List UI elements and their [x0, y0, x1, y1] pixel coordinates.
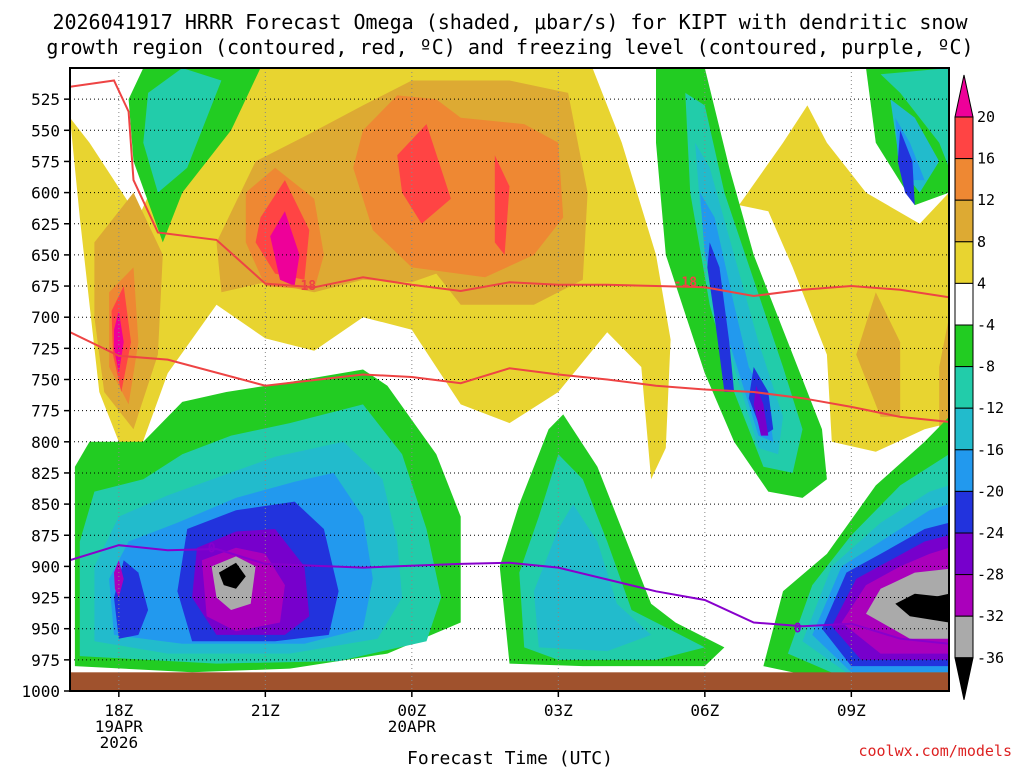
y-tick-label-925: 925 [31, 589, 60, 608]
y-tick-label-825: 825 [31, 464, 60, 483]
y-tick-label-750: 750 [31, 371, 60, 390]
x-tick-label-09Z-0: 09Z [837, 701, 866, 720]
y-tick-label-600: 600 [31, 184, 60, 203]
x-tick-label-18Z-0: 18Z [104, 701, 133, 720]
x-tick-label-00Z-0: 00Z [397, 701, 426, 720]
omega-area--28-2 [114, 560, 124, 598]
y-tick-label-975: 975 [31, 651, 60, 670]
x-tick-label-21Z-0: 21Z [251, 701, 280, 720]
y-axis: 525 550 575 600 625 650 675 700 725 750 775 800 825 8… [21, 90, 70, 701]
colorbar-swatch-5 [954, 282, 974, 326]
y-tick-label-900: 900 [31, 557, 60, 576]
y-tick-label-700: 700 [31, 308, 60, 327]
y-tick-label-850: 850 [31, 495, 60, 514]
colorbar-swatch-3 [954, 199, 974, 243]
y-tick-label-725: 725 [31, 339, 60, 358]
y-tick-label-800: 800 [31, 433, 60, 452]
colorbar-label-11: -28 [977, 566, 1004, 584]
colorbar-swatch-13 [954, 615, 974, 659]
colorbar-label-8: -16 [977, 441, 1004, 459]
contour-lines: -18 -18 0 0 [70, 79, 949, 645]
colorbar-swatch-9 [954, 449, 974, 492]
omega-area-20-1 [270, 211, 300, 286]
x-tick-label-18Z-1: 19APR [95, 717, 144, 736]
colorbar-bottom-arrow [954, 657, 974, 700]
terrain-strip [70, 672, 949, 691]
colorbar-label-9: -20 [977, 482, 1004, 500]
gridlines [70, 68, 949, 691]
x-tick-label-00Z-1: 20APR [388, 717, 437, 736]
colorbar-label-4: 4 [977, 274, 986, 292]
y-tick-label-525: 525 [31, 90, 60, 109]
x-tick-label-18Z-2: 2026 [100, 733, 139, 752]
omega-area--36-0 [218, 562, 246, 589]
omega-area--12-1 [533, 504, 652, 652]
colorbar-swatch-11 [954, 532, 974, 576]
freezing-level-label-1: 0 [794, 621, 802, 636]
y-tick-label-550: 550 [31, 121, 60, 140]
colorbar: 20 16 12 8 4 -4 -8 -12 -16 -20 -24 -28 -32 -36 [954, 74, 1004, 700]
colorbar-swatch-6 [954, 324, 974, 368]
omega-area-16-3 [494, 155, 510, 255]
omega-area--12-2 [695, 142, 783, 455]
freezing-level-contour [70, 544, 949, 645]
colorbar-label-13: -36 [977, 649, 1004, 667]
colorbar-swatch-8 [954, 407, 974, 451]
dgz-lower-contour [70, 331, 949, 423]
omega-area-12-2 [353, 95, 564, 278]
colorbar-swatch-7 [954, 366, 974, 409]
y-tick-label-1000: 1000 [21, 682, 60, 701]
colorbar-top-arrow [954, 74, 974, 118]
colorbar-label-3: 8 [977, 233, 986, 251]
colorbar-label-1: 16 [977, 150, 995, 168]
credit-link[interactable]: coolwx.com/models [858, 742, 1012, 760]
colorbar-label-12: -32 [977, 607, 1004, 625]
colorbar-swatch-12 [954, 574, 974, 617]
x-tick-label-03Z-0: 03Z [544, 701, 573, 720]
x-axis-title: Forecast Time (UTC) [407, 748, 613, 768]
x-tick-label-06Z-0: 06Z [690, 701, 719, 720]
omega-area--24-2 [753, 385, 769, 436]
dgz-contour-label-0: -18 [293, 279, 317, 294]
omega-area-16-2 [397, 124, 451, 224]
omega-area--20-2 [707, 242, 735, 392]
colorbar-swatch-1 [954, 116, 974, 160]
y-tick-label-675: 675 [31, 277, 60, 296]
y-tick-label-625: 625 [31, 215, 60, 234]
colorbar-swatch-4 [954, 241, 974, 284]
y-tick-label-775: 775 [31, 402, 60, 421]
dgz-upper-contour [70, 79, 949, 299]
freezing-level-label-0: 0 [208, 542, 216, 557]
colorbar-swatch-10 [954, 490, 974, 534]
colorbar-label-7: -12 [977, 399, 1004, 417]
omega-area--36-2 [914, 593, 949, 614]
y-tick-label-575: 575 [31, 152, 60, 171]
colorbar-label-2: 12 [977, 191, 995, 209]
colorbar-label-0: 20 [977, 108, 995, 126]
colorbar-swatch-2 [954, 158, 974, 201]
omega-area-20-0 [114, 311, 124, 374]
chart-title-line-2: growth region (contoured, red, ºC) and f… [46, 35, 973, 59]
chart-title-line-1: 2026041917 HRRR Forecast Omega (shaded, … [52, 10, 968, 34]
colorbar-label-5: -4 [977, 316, 995, 334]
y-tick-label-875: 875 [31, 526, 60, 545]
omega-area--8-5 [880, 68, 949, 168]
terrain-surface [70, 672, 949, 691]
colorbar-label-6: -8 [977, 358, 995, 376]
y-tick-label-650: 650 [31, 246, 60, 265]
dgz-contour-label-1: -18 [674, 275, 698, 290]
omega-area-8-2 [856, 292, 901, 417]
omega-area--20-5 [897, 130, 915, 206]
y-tick-label-950: 950 [31, 620, 60, 639]
colorbar-label-10: -24 [977, 524, 1004, 542]
